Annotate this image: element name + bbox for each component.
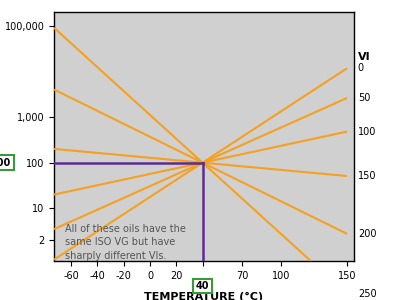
Text: 150: 150: [358, 171, 376, 181]
Text: All of these oils have the
same ISO VG but have
sharply different VIs.: All of these oils have the same ISO VG b…: [64, 224, 186, 260]
Text: VI: VI: [358, 52, 370, 62]
Text: 40: 40: [196, 281, 209, 291]
Text: 200: 200: [358, 229, 376, 239]
Text: 100: 100: [358, 127, 376, 136]
Text: 50: 50: [358, 93, 370, 103]
X-axis label: TEMPERATURE (°C): TEMPERATURE (°C): [144, 292, 263, 300]
Text: 0: 0: [358, 63, 364, 73]
Text: 250: 250: [358, 289, 376, 299]
Text: 100: 100: [0, 158, 11, 168]
